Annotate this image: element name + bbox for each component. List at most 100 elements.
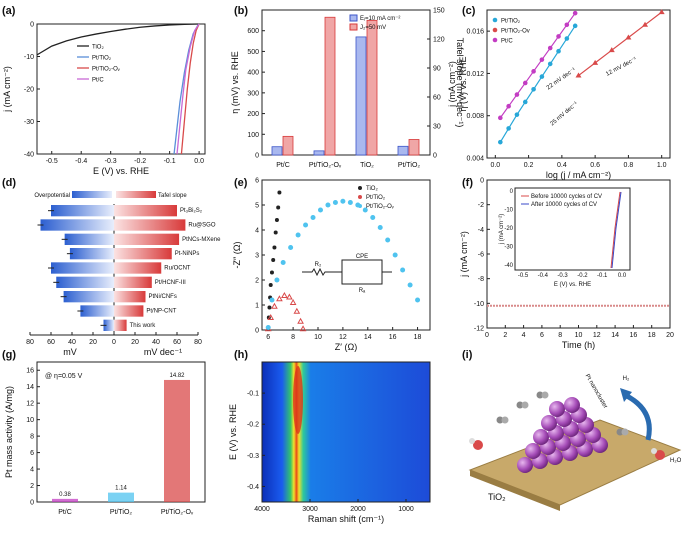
- d-bar-right: [114, 276, 152, 288]
- f-x-tick-label: 10: [575, 332, 583, 339]
- b-yr-tick-label: 90: [433, 66, 441, 73]
- b-ylabel: η (mV) vs. RHE: [230, 51, 240, 114]
- e-y-tick-label: 3: [255, 253, 259, 260]
- d-category-label: Ru/OCNT: [164, 266, 191, 272]
- g-y-tick-label: 16: [26, 368, 34, 375]
- gas-molecule: [521, 401, 529, 409]
- f-x-tick-label: 6: [540, 332, 544, 339]
- a-x-tick-label: -0.2: [134, 158, 146, 165]
- a-legend-entry: Pt/TiO₂-Oᵥ: [92, 67, 120, 73]
- e-ylabel: -Z″ (Ω): [232, 242, 242, 269]
- g-annotation: @ η=0.05 V: [45, 373, 83, 380]
- c-point: [506, 126, 511, 131]
- b-legend-swatch: [349, 14, 358, 22]
- c-annotation: 12 mV dec⁻¹: [605, 57, 638, 78]
- e-x-tick-label: 14: [364, 334, 372, 341]
- f-x-tick-label: 14: [611, 332, 619, 339]
- e-circuit-label: Rₐ: [359, 288, 366, 294]
- pt-atom: [564, 397, 580, 413]
- c-series-line: [499, 25, 576, 143]
- d-legend-left: Overpotential: [34, 193, 70, 199]
- c-point: [572, 23, 578, 29]
- panel-a: (a) -0.5 -0.4 -0.3 -0.2 -0.1 0.0 0 -10 -20 -30 -40 E…: [2, 5, 206, 176]
- f-y-tick-label: -4: [478, 227, 484, 234]
- e-y-tick-label: 0: [255, 328, 259, 335]
- e-point: [385, 237, 391, 243]
- c-series-line: [578, 11, 663, 77]
- b-bar: [313, 150, 325, 156]
- f-xlabel: Time (h): [562, 340, 595, 350]
- plot-frame: [36, 23, 206, 155]
- e-point: [310, 215, 316, 220]
- h-x-tick-label: 3000: [302, 506, 318, 513]
- a-x-tick-label: -0.4: [75, 158, 87, 165]
- a-x-tick-label: -0.3: [105, 158, 117, 165]
- d-bar-right: [114, 305, 144, 317]
- e-point: [269, 297, 275, 303]
- b-bar: [355, 36, 367, 156]
- f-inset-xlabel: E (V) vs. RHE: [554, 282, 591, 288]
- c-point: [556, 48, 561, 54]
- d-bar-left: [69, 248, 114, 260]
- b-bar: [324, 16, 336, 156]
- g-ylabel: Pt mass activity (A/mg): [4, 386, 14, 478]
- d-category-label: This work: [130, 323, 157, 329]
- panel-label-a: (a): [2, 5, 16, 17]
- panel-label-g: (g): [2, 349, 16, 361]
- a-y-tick-label: -10: [24, 54, 34, 61]
- c-point: [572, 10, 578, 16]
- e-y-tick-label: 2: [255, 278, 259, 285]
- b-y-tick-label: 500: [247, 49, 259, 56]
- e-point: [299, 325, 307, 332]
- pt-atom: [533, 429, 549, 445]
- plot-frame: [261, 179, 431, 331]
- h-heatmap: [262, 362, 430, 502]
- g-y-tick-label: 0: [30, 500, 34, 507]
- f-inset-tick-label: -0.5: [518, 273, 529, 279]
- e-x-tick-label: 18: [414, 334, 422, 341]
- e-point: [274, 277, 280, 283]
- e-point: [286, 293, 293, 300]
- b-yr-tick-label: 120: [433, 37, 445, 44]
- c-y-tick-label: 0.004: [466, 156, 484, 163]
- c-point: [547, 45, 553, 51]
- f-ylabel: j (mA cm⁻²): [459, 231, 469, 278]
- a-y-tick-label: -40: [24, 152, 34, 159]
- a-series-line: [180, 23, 200, 155]
- f-inset-tick-label: -0.4: [538, 273, 549, 279]
- panel-label-f: (f): [462, 177, 473, 189]
- e-point: [267, 305, 272, 310]
- water-molecule-o: [655, 450, 665, 460]
- f-x-tick-label: 4: [522, 332, 526, 339]
- c-xlabel: log (j / mA cm⁻²): [546, 170, 611, 180]
- c-point: [564, 36, 570, 41]
- g-y-tick-label: 2: [30, 483, 34, 490]
- e-point: [297, 317, 304, 324]
- e-point: [295, 232, 301, 238]
- f-y-tick-label: -2: [478, 202, 484, 209]
- f-inset-tick-label: 0: [510, 189, 514, 195]
- e-point: [415, 297, 421, 303]
- b-category-label: Pt/TiO₂: [398, 162, 421, 169]
- d-xl-tick-label: 20: [89, 339, 97, 346]
- c-point: [592, 59, 599, 65]
- water-molecule-h: [651, 448, 657, 454]
- d-bar-left: [64, 233, 114, 245]
- e-y-tick-label: 6: [255, 178, 259, 185]
- c-legend-entry: Pt/TiO₂: [501, 19, 521, 25]
- g-category-label: Pt/TiO₂: [110, 509, 133, 516]
- panel-label-d: (d): [2, 177, 16, 189]
- b-yr-tick-label: 30: [433, 124, 441, 131]
- panel-b: (b) 0 100 200 300 400 500 600 0 30 60 90 120 150 η (mV…: [230, 5, 465, 169]
- f-inset-tick-label: -30: [504, 245, 513, 251]
- e-circuit-resistor: [302, 267, 342, 277]
- d-category-label: Pt/NP-CNT: [146, 309, 176, 315]
- b-bar: [366, 19, 378, 156]
- f-y-tick-label: -10: [474, 301, 484, 308]
- c-legend-marker: [492, 37, 498, 43]
- d-bar-right: [114, 219, 186, 231]
- e-point: [269, 270, 274, 275]
- panel-i: (i) TiO₂ Pt nanocluster H₂ H₂O: [462, 349, 682, 511]
- e-point: [267, 313, 275, 320]
- c-point: [506, 103, 511, 109]
